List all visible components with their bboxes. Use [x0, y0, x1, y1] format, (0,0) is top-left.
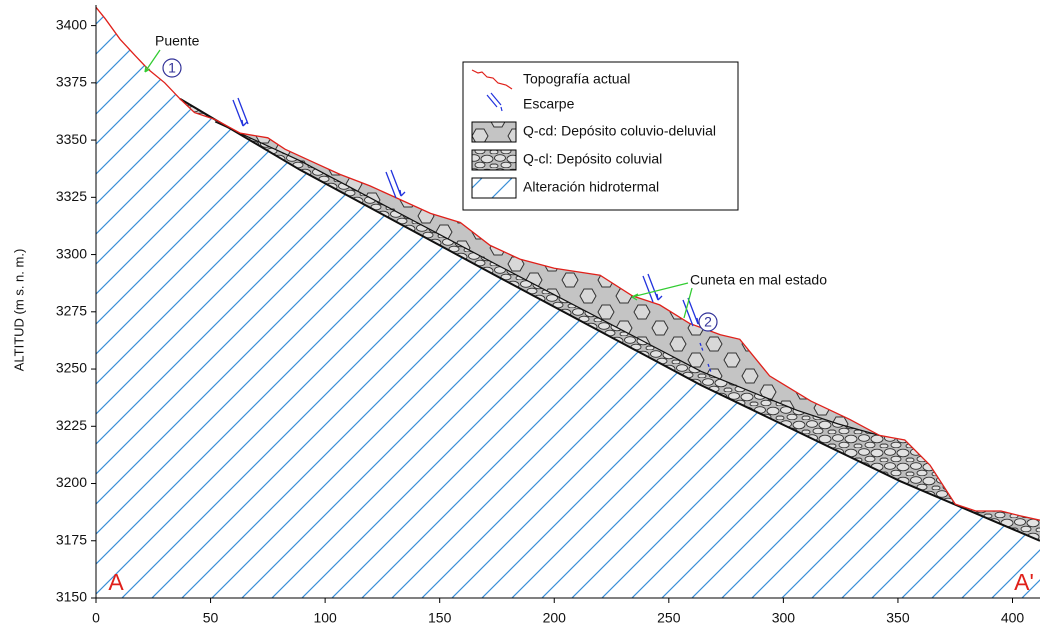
annotation: Puente: [155, 33, 200, 49]
qcd-base-contact: [214, 121, 880, 436]
x-tick-label: 300: [772, 610, 796, 626]
y-tick-label: 3175: [56, 531, 87, 547]
x-tick-label: 100: [313, 610, 337, 626]
x-tick-label: 350: [886, 610, 910, 626]
legend-label: Escarpe: [523, 96, 575, 112]
y-tick-label: 3300: [56, 245, 87, 261]
y-tick-label: 3200: [56, 474, 87, 490]
x-tick-label: 250: [657, 610, 681, 626]
marker-circle: [162, 58, 182, 78]
legend-symbol: [471, 149, 517, 171]
annotation-id: 1: [168, 60, 176, 76]
topography-line: [95, 6, 1040, 521]
leader-lines: [144, 49, 693, 319]
section-label: A': [1014, 569, 1034, 595]
y-tick-label: 3275: [56, 303, 87, 319]
legend-symbol: [486, 92, 503, 112]
y-tick-label: 3150: [56, 589, 87, 605]
qcd-area: [215, 119, 880, 436]
x-tick-label: 150: [428, 610, 452, 626]
legend-label: Alteración hidrotermal: [523, 179, 659, 195]
y-tick-label: 3225: [56, 417, 87, 433]
alteration-area: [96, 7, 1040, 598]
x-tick-label: 50: [203, 610, 219, 626]
legend-symbol: [471, 121, 517, 143]
annotation: Cuneta en mal estado: [690, 272, 827, 288]
y-tick-label: 3375: [56, 74, 87, 90]
legend-symbol: [471, 177, 517, 199]
marker-circle: [698, 312, 718, 332]
y-tick-label: 3350: [56, 131, 87, 147]
annotation-id: 2: [704, 314, 712, 330]
legend-label: Topografía actual: [523, 71, 630, 87]
x-tick-label: 0: [92, 610, 100, 626]
legend: Topografía actual Escarpe Q-cd: Depósito…: [462, 61, 739, 211]
y-tick-label: 3325: [56, 188, 87, 204]
legend-label: Q-cl: Depósito coluvial: [523, 151, 662, 167]
y-tick-label: 3400: [56, 16, 87, 32]
legend-symbol: [471, 69, 513, 90]
legend-label: Q-cd: Depósito coluvio-deluvial: [523, 123, 716, 139]
qcl-base-contact: [179, 98, 1040, 542]
x-tick-label: 200: [543, 610, 567, 626]
x-tick-label: 400: [1001, 610, 1025, 626]
section-label: A: [108, 569, 124, 595]
y-axis-title: ALTITUD (m s. n. m.): [11, 249, 26, 372]
y-tick-label: 3250: [56, 360, 87, 376]
